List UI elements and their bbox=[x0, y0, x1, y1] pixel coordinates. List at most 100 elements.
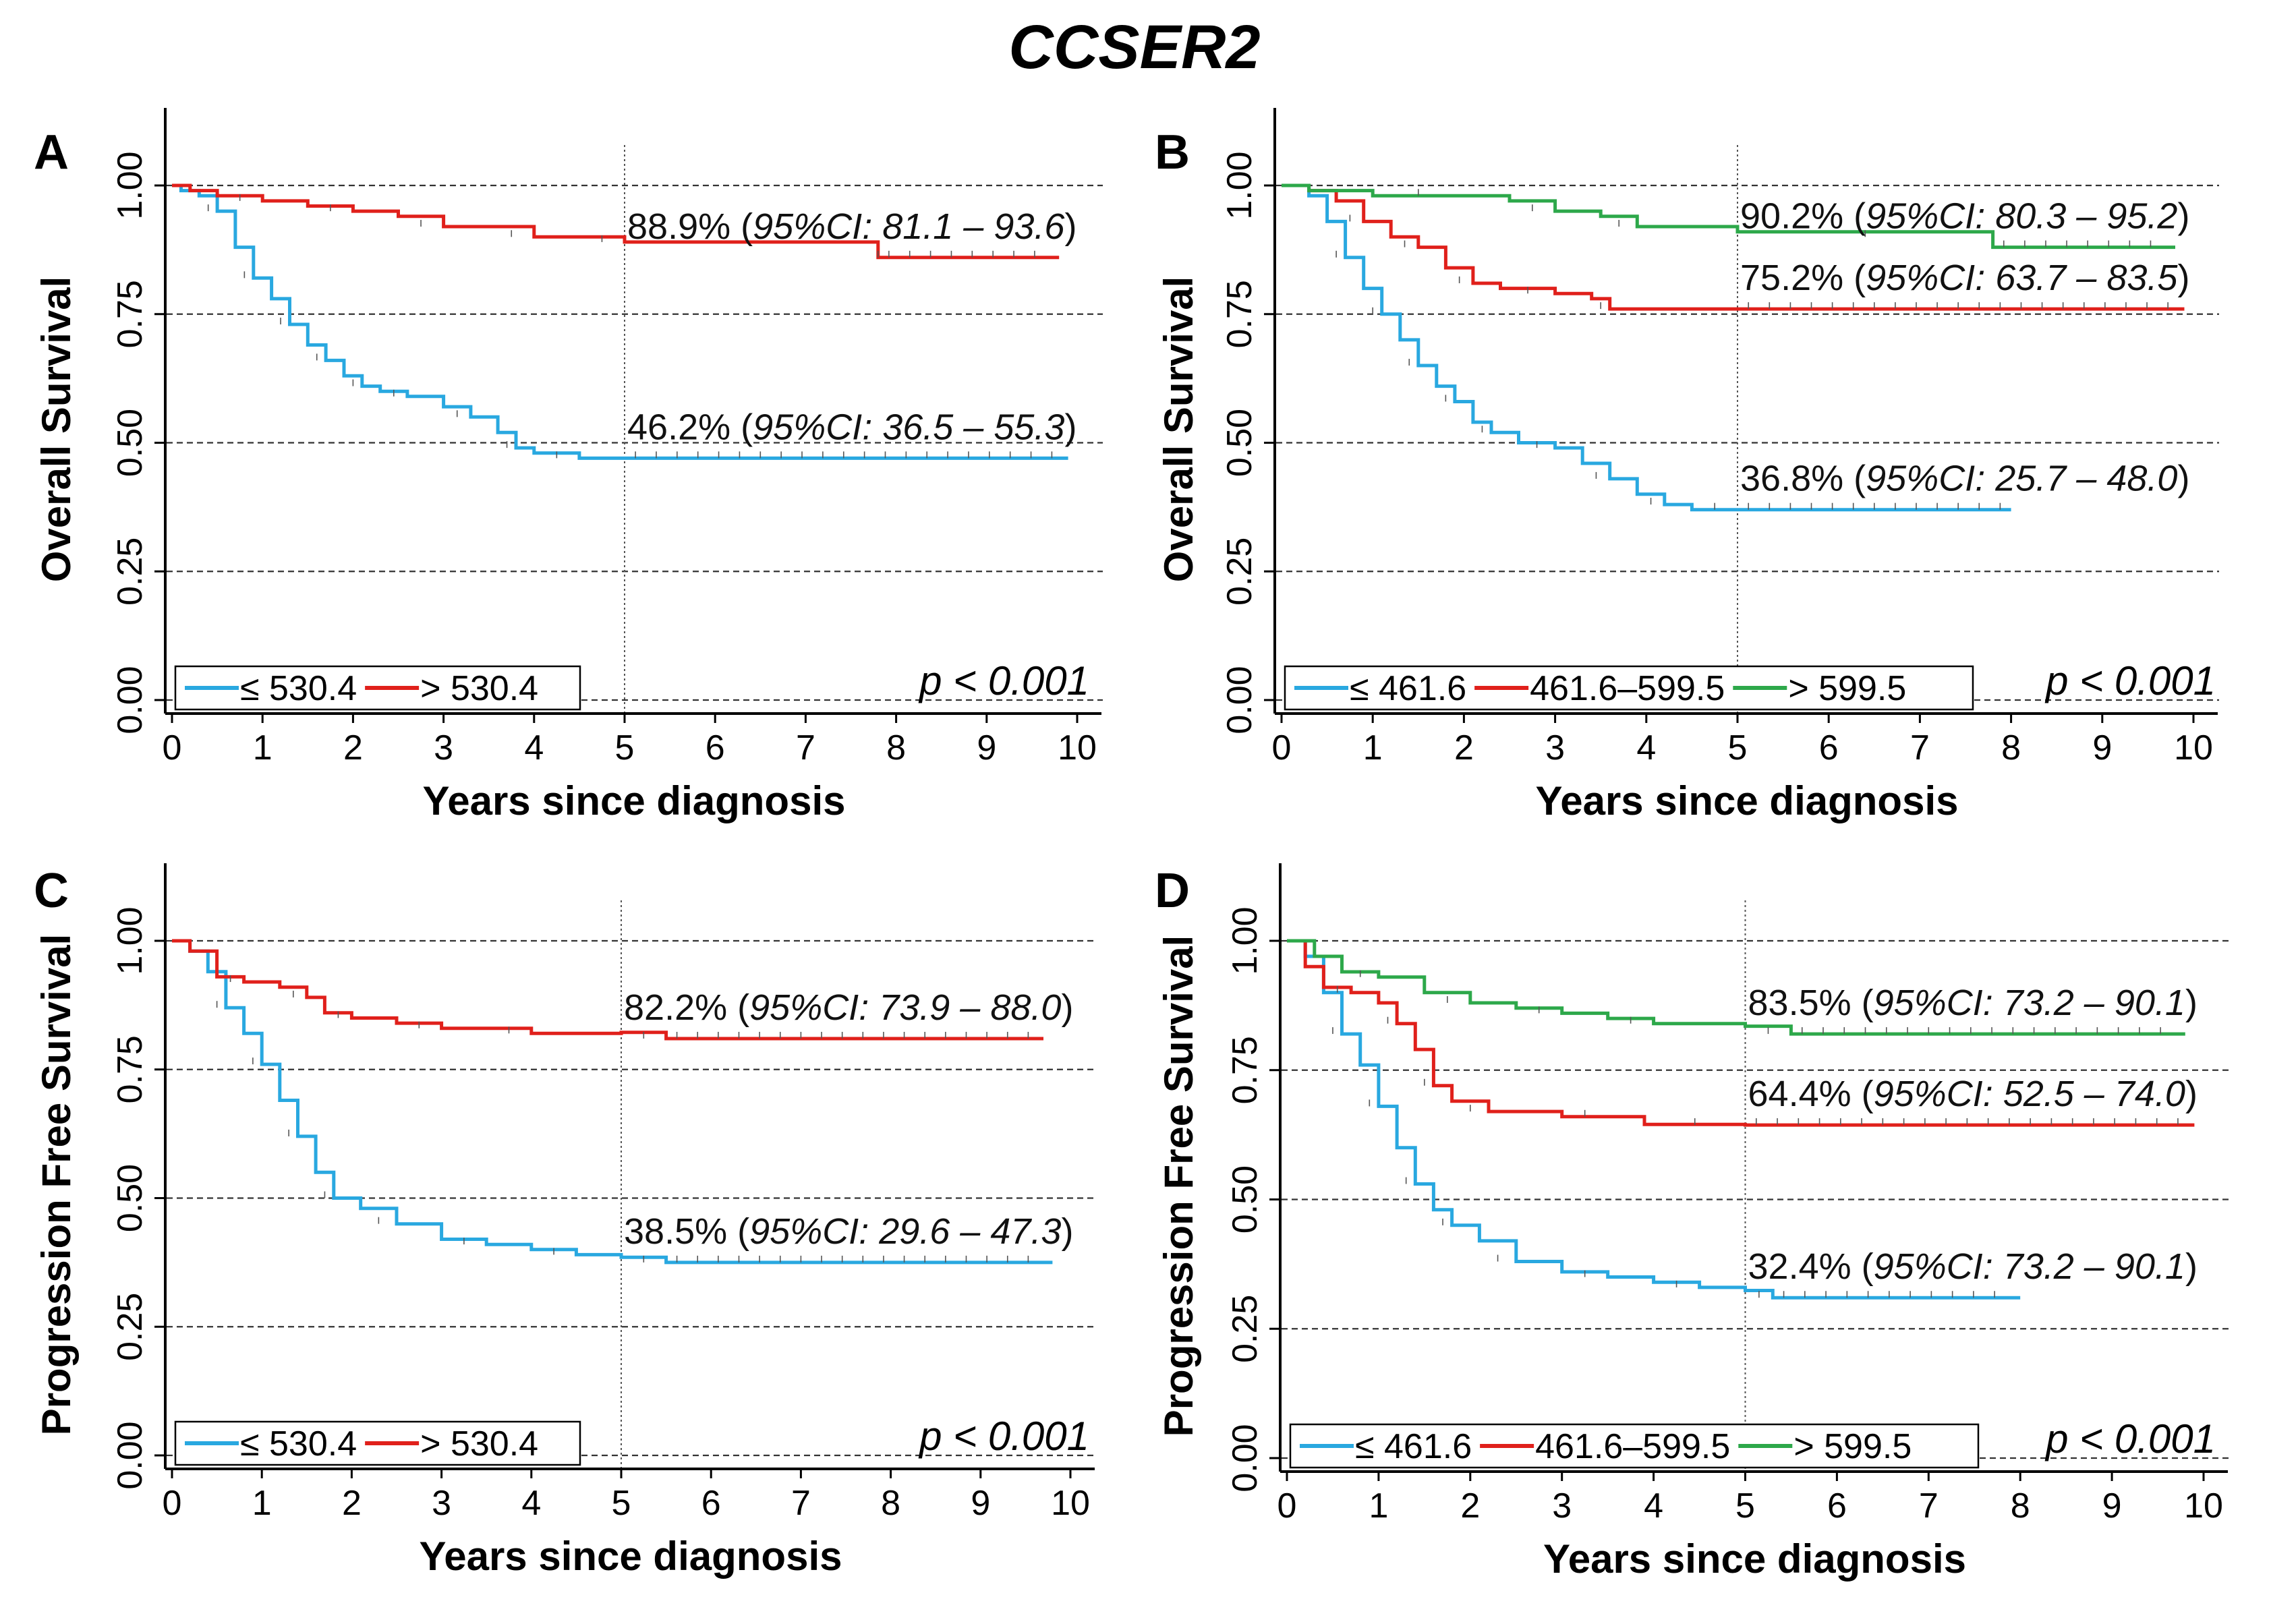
annotation-close: ) bbox=[2185, 1246, 2198, 1287]
y-tick-label: 1.00 bbox=[1226, 906, 1265, 975]
legend-label: ≤ 530.4 bbox=[240, 1424, 357, 1463]
x-tick-label: 5 bbox=[1735, 1486, 1755, 1526]
x-tick-label: 3 bbox=[1545, 728, 1565, 767]
survival-annotation: 64.4% (95%CI: 52.5 – 74.0) bbox=[1748, 1074, 2198, 1114]
annotation-close: ) bbox=[2185, 1074, 2198, 1114]
y-tick-label: 0.75 bbox=[1226, 1036, 1265, 1104]
y-tick-label: 0.00 bbox=[111, 666, 150, 734]
x-tick-label: 0 bbox=[163, 1484, 182, 1523]
y-tick-label: 1.00 bbox=[111, 151, 150, 219]
survival-annotation: 38.5% (95%CI: 29.6 – 47.3) bbox=[624, 1211, 1073, 1252]
y-tick-label: 0.00 bbox=[1220, 666, 1259, 734]
annotation-ci: 95%CI: 63.7 – 83.5 bbox=[1866, 258, 2178, 298]
legend-label: ≤ 461.6 bbox=[1355, 1427, 1472, 1466]
x-tick-label: 8 bbox=[881, 1484, 900, 1523]
x-tick-label: 1 bbox=[252, 1484, 272, 1523]
y-tick-label: 0.25 bbox=[111, 538, 150, 606]
x-tick-label: 2 bbox=[1454, 728, 1474, 767]
survival-curve-blue bbox=[172, 183, 1068, 460]
y-tick-label: 1.00 bbox=[111, 906, 150, 975]
x-tick-label: 7 bbox=[791, 1484, 811, 1523]
annotation-close: ) bbox=[1064, 407, 1076, 447]
x-tick-label: 9 bbox=[2092, 728, 2112, 767]
x-tick-label: 7 bbox=[1910, 728, 1930, 767]
x-tick-label: 10 bbox=[1051, 1484, 1090, 1523]
survival-annotation: 82.2% (95%CI: 73.9 – 88.0) bbox=[624, 987, 1073, 1028]
legend-label: > 530.4 bbox=[420, 669, 538, 708]
y-tick-label: 0.75 bbox=[111, 280, 150, 348]
legend-label: > 599.5 bbox=[1788, 669, 1906, 708]
x-tick-label: 4 bbox=[1644, 1486, 1663, 1526]
survival-curve-blue bbox=[1282, 183, 2011, 512]
survival-annotation: 32.4% (95%CI: 73.2 – 90.1) bbox=[1748, 1246, 2198, 1287]
p-value: p < 0.001 bbox=[918, 658, 1089, 703]
x-tick-label: 5 bbox=[1728, 728, 1748, 767]
panel-a: A 0.00 0.25 0.50 0.75 1.00 0 1 2 3 4 5 6 7 8 9 10 Years s… bbox=[34, 108, 1103, 823]
annotation-ci: 95%CI: 73.2 – 90.1 bbox=[1874, 1246, 2185, 1287]
survival-annotation: 88.9% (95%CI: 81.1 – 93.6) bbox=[627, 206, 1076, 247]
annotation-ci: 95%CI: 29.6 – 47.3 bbox=[749, 1211, 1061, 1252]
annotation-close: ) bbox=[1064, 206, 1076, 247]
legend-label: 461.6–599.5 bbox=[1535, 1427, 1730, 1466]
x-tick-label: 6 bbox=[701, 1484, 721, 1523]
annotation-ci: 95%CI: 73.9 – 88.0 bbox=[749, 987, 1061, 1028]
x-tick-label: 1 bbox=[1363, 728, 1383, 767]
panel-letter: D bbox=[1155, 864, 1190, 918]
annotation-value: 88.9% ( bbox=[627, 206, 753, 247]
x-axis-label: Years since diagnosis bbox=[1543, 1536, 1966, 1582]
panel-c: C 0.00 0.25 0.50 0.75 1.00 0 1 2 3 4 5 6 7 8 9 10 Years s… bbox=[34, 863, 1096, 1579]
annotation-value: 32.4% ( bbox=[1748, 1246, 1874, 1287]
x-tick-label: 4 bbox=[1636, 728, 1656, 767]
x-tick-label: 9 bbox=[2102, 1486, 2122, 1526]
x-tick-label: 10 bbox=[1058, 728, 1097, 767]
x-tick-label: 10 bbox=[2174, 728, 2213, 767]
survival-curve-red bbox=[1287, 939, 2195, 1127]
annotation-value: 82.2% ( bbox=[624, 987, 749, 1028]
p-value: p < 0.001 bbox=[918, 1414, 1089, 1459]
legend-label: > 530.4 bbox=[420, 1424, 538, 1463]
y-tick-label: 0.25 bbox=[1226, 1295, 1265, 1363]
survival-annotation: 36.8% (95%CI: 25.7 – 48.0) bbox=[1740, 459, 2189, 499]
annotation-close: ) bbox=[2177, 459, 2189, 499]
x-tick-label: 5 bbox=[615, 728, 635, 767]
survival-curve-green bbox=[1282, 183, 2175, 250]
annotation-ci: 95%CI: 81.1 – 93.6 bbox=[753, 206, 1065, 247]
survival-annotation: 46.2% (95%CI: 36.5 – 55.3) bbox=[627, 407, 1076, 447]
legend-label: ≤ 530.4 bbox=[240, 669, 357, 708]
survival-curve-blue bbox=[172, 939, 1053, 1265]
annotation-value: 46.2% ( bbox=[627, 407, 753, 447]
survival-curve-red bbox=[172, 183, 1060, 260]
annotation-close: ) bbox=[2185, 983, 2198, 1023]
x-tick-label: 8 bbox=[2011, 1486, 2030, 1526]
y-tick-label: 0.50 bbox=[1220, 409, 1259, 477]
annotation-value: 90.2% ( bbox=[1740, 196, 1866, 237]
annotation-value: 64.4% ( bbox=[1748, 1074, 1874, 1114]
panel-letter: A bbox=[34, 125, 69, 179]
y-tick-label: 0.00 bbox=[1226, 1424, 1265, 1492]
x-tick-label: 6 bbox=[1827, 1486, 1847, 1526]
y-axis-label: Progression Free Survival bbox=[34, 934, 79, 1436]
survival-curve-blue bbox=[1287, 939, 2021, 1300]
y-tick-label: 1.00 bbox=[1220, 151, 1259, 219]
y-tick-label: 0.00 bbox=[111, 1421, 150, 1489]
annotation-value: 75.2% ( bbox=[1740, 258, 1866, 298]
annotation-value: 83.5% ( bbox=[1748, 983, 1874, 1023]
x-tick-label: 3 bbox=[1552, 1486, 1572, 1526]
x-tick-label: 3 bbox=[434, 728, 453, 767]
annotation-ci: 95%CI: 73.2 – 90.1 bbox=[1874, 983, 2185, 1023]
annotation-close: ) bbox=[2177, 196, 2189, 237]
annotation-ci: 95%CI: 36.5 – 55.3 bbox=[753, 407, 1064, 447]
survival-curve-red bbox=[1282, 183, 2185, 311]
x-tick-label: 3 bbox=[432, 1484, 451, 1523]
x-tick-label: 7 bbox=[1919, 1486, 1938, 1526]
annotation-ci: 95%CI: 52.5 – 74.0 bbox=[1874, 1074, 2185, 1114]
panel-letter: C bbox=[34, 864, 69, 918]
panel-d: D 0.00 0.25 0.50 0.75 1.00 0 1 2 3 4 5 6 7 8 9 10 Years s… bbox=[1155, 863, 2229, 1582]
survival-annotation: 83.5% (95%CI: 73.2 – 90.1) bbox=[1748, 983, 2198, 1023]
annotation-close: ) bbox=[1061, 987, 1073, 1028]
y-tick-label: 0.50 bbox=[111, 409, 150, 477]
x-tick-label: 0 bbox=[1277, 1486, 1297, 1526]
x-tick-label: 8 bbox=[886, 728, 906, 767]
annotation-value: 36.8% ( bbox=[1740, 459, 1866, 499]
